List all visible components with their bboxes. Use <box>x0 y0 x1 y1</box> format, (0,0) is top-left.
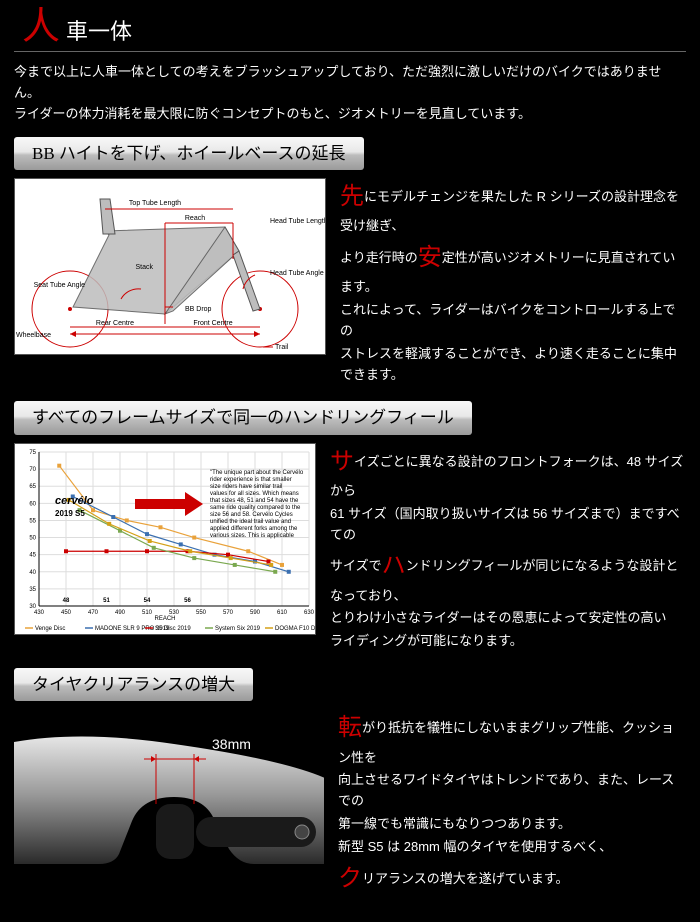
svg-text:Front Centre: Front Centre <box>193 320 232 327</box>
subheader-geometry: BB ハイトを下げ、ホイールベースの延長 <box>14 137 364 170</box>
section-tire: タイヤクリアランスの増大 38mm 転がり抵抗を犠牲にしないままグリップ性能、ク… <box>14 668 686 900</box>
svg-text:Top Tube Length: Top Tube Length <box>129 200 181 207</box>
svg-text:Venge Disc: Venge Disc <box>35 626 65 632</box>
svg-text:Seat Tube Angle: Seat Tube Angle <box>34 282 85 289</box>
svg-text:55: 55 <box>29 518 36 524</box>
svg-text:S5 Disc 2019: S5 Disc 2019 <box>155 626 191 632</box>
svg-text:various sizes. This is applica: various sizes. This is applicable <box>210 533 295 539</box>
svg-text:75: 75 <box>29 450 36 456</box>
svg-text:590: 590 <box>250 610 261 616</box>
svg-text:48: 48 <box>63 598 70 604</box>
section-geometry: BB ハイトを下げ、ホイールベースの延長 Top Tube Length Reac… <box>14 137 686 388</box>
tire-desc: 転がり抵抗を犠牲にしないままグリップ性能、クッション性を 向上させるワイドタイヤ… <box>338 709 686 900</box>
em-saki: 先 <box>340 184 364 210</box>
svg-text:that sizes 48, 51 and 54 have: that sizes 48, 51 and 54 have the <box>210 498 299 504</box>
svg-text:Stack: Stack <box>135 264 153 271</box>
svg-text:DOGMA F10 Disc: DOGMA F10 Disc <box>275 626 315 632</box>
svg-text:54: 54 <box>144 598 151 604</box>
svg-text:430: 430 <box>34 610 45 616</box>
subheader-handling: すべてのフレームサイズで同一のハンドリングフィール <box>14 401 472 434</box>
geometry-desc: 先にモデルチェンジを果たした R シリーズの設計理念を受け継ぎ、 より走行時の安… <box>340 178 686 388</box>
svg-text:45: 45 <box>29 552 36 558</box>
svg-text:630: 630 <box>304 610 315 616</box>
svg-text:Rear Centre: Rear Centre <box>96 320 134 327</box>
svg-text:values for all sizes. Which me: values for all sizes. Which means <box>210 491 299 497</box>
svg-text:550: 550 <box>196 610 207 616</box>
svg-text:cervélo: cervélo <box>55 495 94 507</box>
svg-text:510: 510 <box>142 610 153 616</box>
svg-text:51: 51 <box>103 598 110 604</box>
svg-text:38mm: 38mm <box>212 736 251 752</box>
svg-text:450: 450 <box>61 610 72 616</box>
svg-text:"The unique part about the Cer: "The unique part about the Cervélo <box>210 470 304 476</box>
em-ten: 転 <box>338 715 362 741</box>
em-ku: ク <box>338 866 362 892</box>
svg-text:size 56 and 58. Cervélo Cycles: size 56 and 58. Cervélo Cycles <box>210 512 293 518</box>
section-handling: すべてのフレームサイズで同一のハンドリングフィール 30354045505560… <box>14 401 686 654</box>
svg-text:50: 50 <box>29 535 36 541</box>
svg-text:60: 60 <box>29 501 36 507</box>
svg-text:Reach: Reach <box>185 215 205 222</box>
svg-text:490: 490 <box>115 610 126 616</box>
intro-line2: ライダーの体力消耗を最大限に防ぐコンセプトのもと、ジオメトリーを見直しています。 <box>14 104 686 125</box>
svg-text:70: 70 <box>29 467 36 473</box>
svg-text:System Six 2019: System Six 2019 <box>215 626 261 632</box>
title-kanji: 人 <box>22 8 60 46</box>
tire-diagram: 38mm <box>14 709 324 864</box>
svg-text:56: 56 <box>184 598 191 604</box>
em-an: 安 <box>418 245 442 271</box>
intro-text: 今まで以上に人車一体としての考えをブラッシュアップしており、ただ強烈に激しいだけ… <box>14 62 686 124</box>
subheader-tire: タイヤクリアランスの増大 <box>14 668 253 701</box>
page-root: 人 車一体 今まで以上に人車一体としての考えをブラッシュアップしており、ただ強烈… <box>0 0 700 922</box>
em-sa: サ <box>330 449 354 475</box>
svg-text:Head Tube Length: Head Tube Length <box>270 218 325 225</box>
svg-text:unified the ideal trail value: unified the ideal trail value and <box>210 519 291 525</box>
svg-text:570: 570 <box>223 610 234 616</box>
svg-text:35: 35 <box>29 586 36 592</box>
svg-text:Wheelbase: Wheelbase <box>16 332 51 339</box>
svg-text:610: 610 <box>277 610 288 616</box>
svg-text:REACH: REACH <box>154 616 175 622</box>
main-title: 人 車一体 <box>14 8 686 52</box>
svg-text:same ride quality compared to: same ride quality compared to the <box>210 505 301 511</box>
svg-text:applied different forks among: applied different forks among the <box>210 526 298 532</box>
geometry-diagram: Top Tube Length Reach Head Tube Length Stac… <box>14 178 326 355</box>
svg-text:Trail: Trail <box>275 344 289 351</box>
title-rest: 車一体 <box>66 14 132 49</box>
svg-text:size riders have similar trail: size riders have similar trail <box>210 484 282 490</box>
svg-text:Head Tube Angle: Head Tube Angle <box>270 270 324 277</box>
em-ha: ハ <box>382 553 406 579</box>
svg-text:rider experience is that small: rider experience is that smaller <box>210 477 292 483</box>
handling-chart: 3035404550556065707543045047049051053055… <box>14 443 316 635</box>
svg-text:40: 40 <box>29 569 36 575</box>
handling-desc: サイズごとに異なる設計のフロントフォークは、48 サイズから 61 サイズ（国内… <box>330 443 686 655</box>
intro-line1: 今まで以上に人車一体としての考えをブラッシュアップしており、ただ強烈に激しいだけ… <box>14 62 686 104</box>
svg-text:2019 S5: 2019 S5 <box>55 509 85 518</box>
svg-text:BB Drop: BB Drop <box>185 306 212 313</box>
svg-text:65: 65 <box>29 484 36 490</box>
svg-text:470: 470 <box>88 610 99 616</box>
